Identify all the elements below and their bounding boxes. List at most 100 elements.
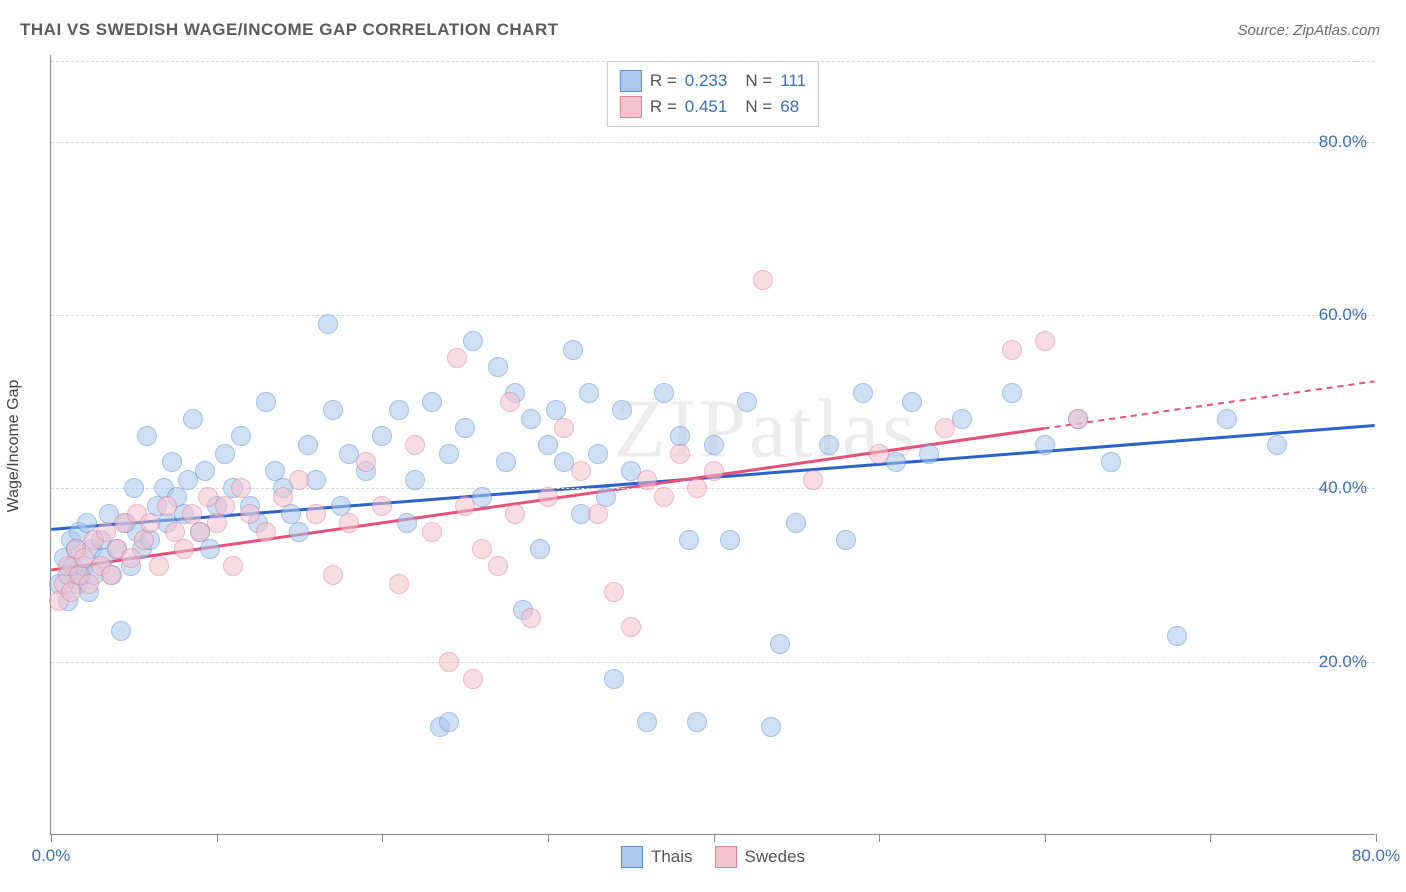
- data-point: [174, 539, 194, 559]
- legend-r-label: R =: [650, 68, 677, 94]
- y-tick-label: 80.0%: [1319, 132, 1367, 152]
- data-point: [737, 392, 757, 412]
- data-point: [687, 478, 707, 498]
- data-point: [447, 348, 467, 368]
- data-point: [422, 522, 442, 542]
- data-point: [223, 556, 243, 576]
- x-tick: [1045, 834, 1046, 842]
- data-point: [256, 522, 276, 542]
- data-point: [455, 418, 475, 438]
- data-point: [670, 444, 690, 464]
- data-point: [571, 461, 591, 481]
- data-point: [121, 548, 141, 568]
- data-point: [500, 392, 520, 412]
- data-point: [195, 461, 215, 481]
- data-point: [761, 717, 781, 737]
- data-point: [389, 400, 409, 420]
- legend-swatch: [620, 96, 642, 118]
- legend-series-name: Swedes: [745, 847, 805, 867]
- data-point: [687, 712, 707, 732]
- data-point: [753, 270, 773, 290]
- data-point: [472, 539, 492, 559]
- data-point: [588, 444, 608, 464]
- data-point: [679, 530, 699, 550]
- data-point: [273, 487, 293, 507]
- data-point: [289, 470, 309, 490]
- gridline: [51, 61, 1375, 62]
- data-point: [704, 435, 724, 455]
- legend-swatch: [620, 70, 642, 92]
- data-point: [323, 565, 343, 585]
- data-point: [231, 478, 251, 498]
- legend-r-value: 0.233: [685, 68, 728, 94]
- data-point: [111, 621, 131, 641]
- data-point: [1068, 409, 1088, 429]
- data-point: [439, 712, 459, 732]
- data-point: [496, 452, 516, 472]
- data-point: [521, 608, 541, 628]
- data-point: [720, 530, 740, 550]
- data-point: [819, 435, 839, 455]
- data-point: [538, 487, 558, 507]
- x-tick: [382, 834, 383, 842]
- data-point: [422, 392, 442, 412]
- data-point: [439, 444, 459, 464]
- data-point: [455, 496, 475, 516]
- data-point: [1035, 435, 1055, 455]
- data-point: [836, 530, 856, 550]
- source-attribution: Source: ZipAtlas.com: [1237, 22, 1380, 39]
- data-point: [140, 513, 160, 533]
- data-point: [1002, 383, 1022, 403]
- legend-item: Thais: [621, 846, 693, 868]
- data-point: [654, 383, 674, 403]
- data-point: [439, 652, 459, 672]
- legend-n-value: 111: [780, 68, 806, 94]
- legend-r-value: 0.451: [685, 94, 728, 120]
- data-point: [1002, 340, 1022, 360]
- data-point: [869, 444, 889, 464]
- data-point: [554, 418, 574, 438]
- data-point: [356, 452, 376, 472]
- x-tick: [548, 834, 549, 842]
- legend-series-name: Thais: [651, 847, 693, 867]
- data-point: [563, 340, 583, 360]
- data-point: [124, 478, 144, 498]
- data-point: [323, 400, 343, 420]
- data-point: [853, 383, 873, 403]
- chart-container: THAI VS SWEDISH WAGE/INCOME GAP CORRELAT…: [0, 0, 1406, 892]
- legend-item: Swedes: [715, 846, 805, 868]
- gridline: [51, 142, 1375, 143]
- data-point: [654, 487, 674, 507]
- data-point: [1035, 331, 1055, 351]
- data-point: [215, 444, 235, 464]
- data-point: [389, 574, 409, 594]
- data-point: [405, 470, 425, 490]
- plot-area: ZIPatlas R = 0.233N = 111R = 0.451N = 68…: [50, 55, 1375, 835]
- x-tick: [879, 834, 880, 842]
- data-point: [397, 513, 417, 533]
- y-axis-label: Wage/Income Gap: [5, 380, 23, 513]
- legend-n-value: 68: [780, 94, 799, 120]
- data-point: [612, 400, 632, 420]
- legend-swatch: [621, 846, 643, 868]
- data-point: [240, 504, 260, 524]
- data-point: [318, 314, 338, 334]
- data-point: [637, 712, 657, 732]
- data-point: [786, 513, 806, 533]
- data-point: [803, 470, 823, 490]
- data-point: [372, 426, 392, 446]
- data-point: [530, 539, 550, 559]
- legend-n-label: N =: [745, 68, 772, 94]
- data-point: [339, 513, 359, 533]
- data-point: [101, 565, 121, 585]
- data-point: [488, 556, 508, 576]
- data-point: [579, 383, 599, 403]
- data-point: [1267, 435, 1287, 455]
- data-point: [61, 582, 81, 602]
- x-tick-label: 80.0%: [1352, 846, 1400, 866]
- data-point: [1101, 452, 1121, 472]
- data-point: [256, 392, 276, 412]
- data-point: [902, 392, 922, 412]
- legend-n-label: N =: [745, 94, 772, 120]
- legend-series: Thais Swedes: [621, 846, 805, 868]
